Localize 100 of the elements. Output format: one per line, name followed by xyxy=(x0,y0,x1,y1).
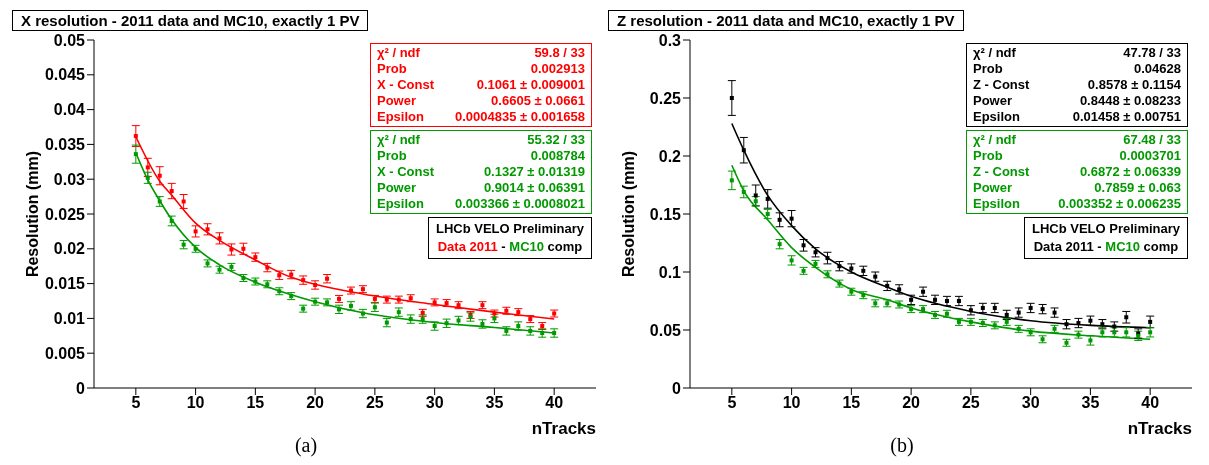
y-tick-label: 0.035 xyxy=(44,136,86,154)
annotation: χ² / ndf xyxy=(973,132,1016,148)
point xyxy=(169,189,174,194)
point xyxy=(789,216,794,221)
annotation: LHCb VELO Preliminary xyxy=(1031,220,1181,238)
annotation: 0.1061 ± 0.009001 xyxy=(476,77,585,93)
annotation: Epsilon xyxy=(973,109,1020,125)
annotation: Prob xyxy=(377,148,407,164)
annotation: 0.01458 ± 0.00751 xyxy=(1072,109,1181,125)
point xyxy=(1148,319,1153,324)
y-tick-label: 0.1 xyxy=(658,263,682,281)
annotation: MC10 xyxy=(1105,239,1140,254)
y-tick-label: 0.2 xyxy=(658,147,682,165)
x-tick-label: 35 xyxy=(1081,394,1100,412)
annotation: Prob xyxy=(377,61,407,77)
annotation: comp xyxy=(1143,239,1179,254)
annotation: 0.6872 ± 0.06339 xyxy=(1079,164,1181,180)
annotation: Z - Const xyxy=(973,164,1030,180)
annotation: Prob xyxy=(973,148,1003,164)
annotation: Power xyxy=(377,93,417,109)
y-tick-label: 0.05 xyxy=(649,321,682,339)
y-tick-label: 0.15 xyxy=(649,205,682,223)
x-tick-label: 15 xyxy=(246,394,265,412)
point xyxy=(1076,321,1081,326)
annotation: 0.0003701 xyxy=(1119,148,1181,164)
x-tick-label: 10 xyxy=(186,394,205,412)
point xyxy=(980,305,985,310)
x-axis-title: nTracks xyxy=(1127,419,1192,438)
point xyxy=(956,299,961,303)
annotation: 0.003366 ± 0.0008021 xyxy=(454,196,585,212)
y-tick-label: 0.015 xyxy=(44,275,86,293)
annotation: 59.8 / 33 xyxy=(534,45,585,61)
annotation: Data 2011 xyxy=(1033,239,1094,254)
y-tick-label: 0.3 xyxy=(658,31,682,49)
annotation: MC10 xyxy=(509,239,544,254)
point xyxy=(765,196,770,201)
x-tick-label: 35 xyxy=(485,394,504,412)
annotation: LHCb VELO Preliminary xyxy=(435,220,585,238)
point xyxy=(741,189,746,194)
y-tick-label: 0.02 xyxy=(53,240,86,258)
point xyxy=(181,199,186,204)
point xyxy=(801,243,806,248)
annotation: comp xyxy=(547,239,583,254)
chart-title: X resolution - 2011 data and MC10, exactly 1 PV xyxy=(12,10,369,31)
x-tick-label: 25 xyxy=(365,394,384,412)
annotation: χ² / ndf xyxy=(377,132,420,148)
x-tick-label: 40 xyxy=(1141,394,1160,412)
annotation: 0.9014 ± 0.06391 xyxy=(483,180,585,196)
x-tick-label: 15 xyxy=(842,394,861,412)
annotation: χ² / ndf xyxy=(377,45,420,61)
x-tick-label: 20 xyxy=(306,394,325,412)
annotation: 0.8578 ± 0.1154 xyxy=(1087,77,1181,93)
y-tick-label: 0.03 xyxy=(53,170,86,188)
y-tick-label: 0.25 xyxy=(649,89,682,107)
point xyxy=(133,134,138,139)
point xyxy=(205,227,210,232)
point xyxy=(1124,315,1129,320)
point xyxy=(885,283,890,288)
annotation: Power xyxy=(973,93,1013,109)
annotation: Data 2011 xyxy=(437,239,498,254)
text: (b) xyxy=(890,434,914,456)
x-tick-label: 25 xyxy=(961,394,980,412)
annotation: - xyxy=(1097,239,1102,254)
point xyxy=(1004,312,1009,317)
point xyxy=(992,305,997,310)
point xyxy=(241,246,246,251)
annotation: X - Const xyxy=(377,77,435,93)
text: (a) xyxy=(294,434,318,456)
y-tick-label: 0.025 xyxy=(44,205,86,223)
y-tick-label: 0.045 xyxy=(44,66,86,84)
point xyxy=(133,152,138,157)
chart-title: Z resolution - 2011 data and MC10, exactly 1 PV xyxy=(608,10,964,31)
annotation: Epsilon xyxy=(377,109,424,125)
x-tick-label: 30 xyxy=(1021,394,1040,412)
point xyxy=(765,212,770,216)
annotation: Power xyxy=(973,180,1013,196)
annotation: Power xyxy=(377,180,417,196)
point xyxy=(777,217,782,222)
point xyxy=(193,229,198,234)
x-axis-title: nTracks xyxy=(531,419,596,438)
annotation: 0.04628 xyxy=(1134,61,1181,77)
annotation: 0.0004835 ± 0.001658 xyxy=(454,109,585,125)
y-tick-label: 0 xyxy=(76,379,86,397)
y-axis-title: Resolution (mm) xyxy=(23,150,41,278)
y-tick-label: 0.005 xyxy=(44,344,86,362)
annotation: Prob xyxy=(973,61,1003,77)
annotation: 0.6605 ± 0.0661 xyxy=(491,93,585,109)
point xyxy=(825,256,830,261)
x-tick-label: 40 xyxy=(545,394,564,412)
point xyxy=(169,218,174,223)
x-tick-label: 20 xyxy=(902,394,921,412)
annotation: Epsilon xyxy=(973,196,1020,212)
x-tick-label: 5 xyxy=(727,394,737,412)
annotation: 0.008784 xyxy=(530,148,585,164)
y-tick-label: 0.04 xyxy=(53,101,86,119)
annotation: 0.002913 xyxy=(530,61,585,77)
annotation: 55.32 / 33 xyxy=(527,132,585,148)
x-tick-label: 30 xyxy=(425,394,444,412)
point xyxy=(729,178,734,183)
y-tick-label: 0.01 xyxy=(53,310,86,328)
